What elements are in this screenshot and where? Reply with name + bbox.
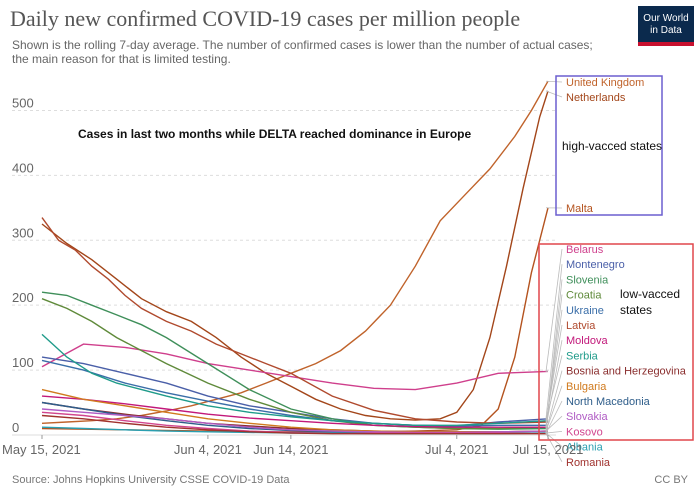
legend-connector — [545, 370, 563, 432]
y-tick-label: 200 — [12, 290, 34, 305]
legend-label[interactable]: Moldova — [566, 335, 608, 347]
legend-connector — [545, 433, 563, 462]
y-tick-label: 100 — [12, 355, 34, 370]
legend-label[interactable]: Malta — [566, 203, 594, 215]
legend-label[interactable]: Serbia — [566, 350, 599, 362]
x-tick-label: Jun 14, 2021 — [253, 442, 328, 457]
legend-label[interactable]: Albania — [566, 442, 604, 454]
y-tick-label: 400 — [12, 160, 34, 175]
source-note: Source: Johns Hopkins University CSSE CO… — [12, 474, 290, 486]
series-line-romania[interactable] — [41, 414, 548, 435]
x-tick-label: May 15, 2021 — [2, 442, 81, 457]
legend-label[interactable]: Croatia — [566, 290, 602, 302]
legend-connector — [545, 431, 563, 434]
high-vacced-label: high-vacced states — [562, 139, 662, 153]
legend-label[interactable]: Bulgaria — [566, 381, 607, 393]
legend-label[interactable]: Netherlands — [566, 92, 626, 104]
y-tick-label: 0 — [12, 420, 19, 435]
legend-label[interactable]: Montenegro — [566, 259, 625, 271]
main-annotation: Cases in last two months while DELTA rea… — [78, 127, 472, 141]
legend-label[interactable]: Ukraine — [566, 305, 604, 317]
legend-connector — [544, 415, 563, 432]
series-lines — [41, 80, 549, 435]
x-tick-label: Jun 4, 2021 — [174, 442, 242, 457]
series-line-slovenia[interactable] — [41, 291, 549, 430]
legend: United Kingdom Netherlands Malta Belarus Mon… — [566, 77, 687, 469]
series-line-moldova[interactable] — [41, 395, 548, 428]
legend-label[interactable]: United Kingdom — [566, 77, 644, 89]
chart-subtitle: Shown is the rolling 7-day average. The … — [12, 38, 593, 66]
owid-logo[interactable]: Our World in Data — [638, 6, 694, 46]
x-axis: May 15, 2021 Jun 4, 2021 Jun 14, 2021 Jul 4… — [2, 435, 583, 457]
y-tick-label: 500 — [12, 95, 34, 110]
series-line-malta[interactable] — [41, 207, 549, 433]
annotations: Cases in last two months while DELTA rea… — [78, 75, 694, 441]
legend-label[interactable]: Latvia — [566, 320, 596, 332]
grid-layer: 0 100 200 300 400 500 — [12, 95, 556, 436]
legend-label[interactable]: Kosovo — [566, 426, 603, 438]
legend-connectors — [544, 80, 563, 462]
high-vacced-box — [555, 75, 663, 216]
x-tick-label: Jul 4, 2021 — [425, 442, 489, 457]
low-vacced-label-2: states — [620, 303, 652, 317]
y-tick-label: 300 — [12, 225, 34, 240]
series-line-netherlands[interactable] — [41, 90, 549, 421]
series-line-latvia[interactable] — [41, 217, 549, 425]
legend-label[interactable]: North Macedonia — [566, 396, 651, 408]
legend-label[interactable]: Romania — [566, 457, 611, 469]
logo-line-2: in Data — [650, 25, 682, 36]
series-line-belarus[interactable] — [41, 343, 549, 391]
low-vacced-box — [538, 243, 694, 441]
legend-connector — [545, 90, 563, 98]
series-line-united-kingdom[interactable] — [41, 80, 549, 424]
legend-connector — [545, 355, 563, 422]
low-vacced-label-1: low-vacced — [620, 287, 680, 301]
series-line-serbia[interactable] — [41, 333, 549, 426]
legend-label[interactable]: Slovakia — [566, 411, 608, 423]
legend-connector — [544, 432, 563, 447]
x-tick-label: Jul 15, 2021 — [513, 442, 584, 457]
license-link[interactable]: CC BY — [654, 474, 688, 486]
chart-title: Daily new confirmed COVID-19 cases per m… — [10, 6, 521, 31]
logo-line-1: Our World — [643, 13, 689, 24]
legend-connector — [545, 248, 563, 372]
legend-label[interactable]: Slovenia — [566, 274, 609, 286]
legend-label[interactable]: Belarus — [566, 244, 604, 256]
legend-label[interactable]: Bosnia and Herzegovina — [566, 366, 687, 378]
series-line-croatia[interactable] — [41, 298, 549, 430]
